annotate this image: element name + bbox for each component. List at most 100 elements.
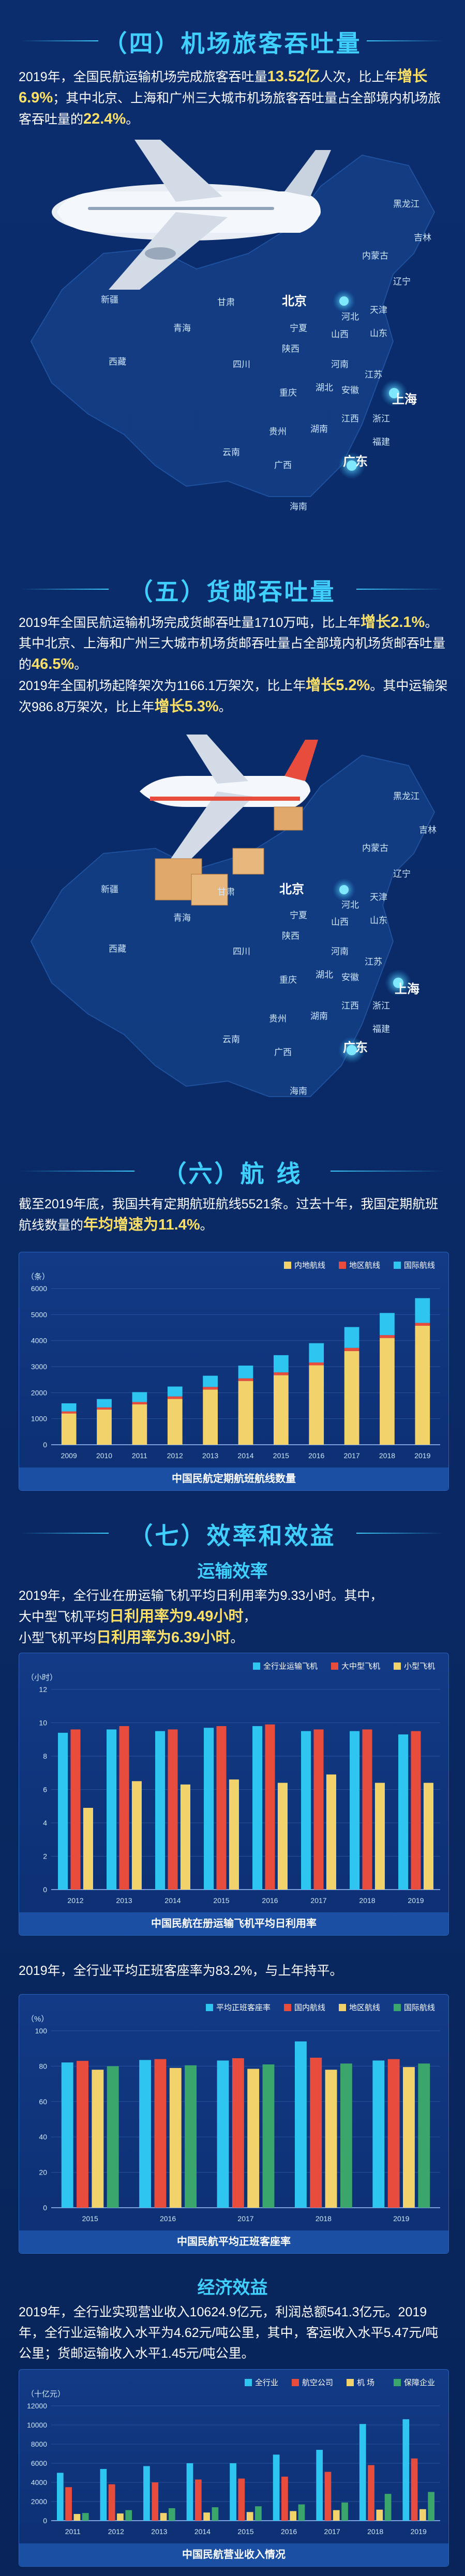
province-label: 天津 — [370, 305, 387, 315]
bar — [83, 1807, 93, 1890]
bar — [415, 1325, 430, 1445]
province-label: 青海 — [173, 323, 191, 333]
province-label: 吉林 — [419, 825, 437, 835]
bar — [294, 2041, 307, 2208]
bar — [97, 1410, 112, 1445]
x-tick-label: 2013 — [151, 2527, 167, 2536]
paragraph-text: 2019年，全行业在册运输飞机平均日利用率为9.33小时。其中， — [19, 1589, 383, 1603]
bar — [216, 1726, 227, 1890]
province-label: 湖北 — [316, 383, 333, 393]
bar — [204, 1728, 214, 1890]
legend-label: 地区航线 — [349, 1261, 380, 1270]
y-tick-label: 40 — [39, 2133, 47, 2141]
title-decoration-left — [21, 1533, 109, 1534]
province-label: 山西 — [331, 917, 349, 927]
bar — [108, 2484, 115, 2521]
x-tick-label: 2017 — [324, 2527, 340, 2536]
province-label: 西藏 — [109, 357, 126, 367]
section-7-paragraph-3: 2019年，全行业实现营业收入10624.9亿元，利润总额541.3亿元。201… — [19, 2302, 448, 2364]
x-tick-label: 2014 — [164, 1896, 181, 1905]
bar — [238, 1381, 253, 1445]
province-label: 广西 — [274, 460, 292, 470]
paragraph-text: 。 — [126, 112, 139, 127]
paragraph-text: 大中型飞机平均 — [19, 1610, 110, 1624]
province-label: 广东 — [343, 1040, 368, 1055]
bar — [107, 2066, 119, 2208]
legend-label: 保障企业 — [404, 2378, 435, 2387]
legend-label: 全行业运输飞机 — [263, 1661, 318, 1671]
bar — [387, 2059, 400, 2208]
province-label: 海南 — [290, 1086, 307, 1096]
bar — [238, 1365, 253, 1379]
legend-swatch — [284, 1262, 291, 1269]
bar — [398, 1734, 409, 1890]
bar — [92, 2070, 104, 2208]
province-label: 海南 — [290, 502, 307, 512]
bar — [238, 1378, 253, 1381]
y-tick-label: 0 — [43, 1885, 47, 1894]
bar — [203, 2512, 210, 2521]
x-tick-label: 2014 — [194, 2527, 211, 2536]
chart-utilization-caption: 中国民航在册运输飞机平均日利用率 — [19, 1912, 448, 1935]
highlight-text: 22.4% — [83, 111, 126, 127]
province-label: 重庆 — [279, 388, 297, 398]
y-tick-label: 8 — [43, 1752, 47, 1760]
bar — [359, 2424, 366, 2521]
bar — [61, 2062, 73, 2208]
city-markers — [333, 290, 408, 479]
y-tick-label: 0 — [43, 2204, 47, 2212]
bar — [169, 2068, 182, 2208]
x-tick-label: 2018 — [367, 2527, 383, 2536]
legend-swatch — [206, 2004, 213, 2011]
legend-label: 小型飞机 — [404, 1662, 435, 1671]
bar — [325, 2070, 337, 2208]
chart-routes: （条） 0 1000 2000 3000 4000 5000 6000 国际航线 地区航线 内地航线… — [19, 1252, 449, 1491]
paragraph-text: 2019年，全行业实现营业收入10624.9亿元，利润总额541.3亿元。201… — [19, 2305, 439, 2361]
province-label: 内蒙古 — [362, 251, 388, 261]
province-label: 云南 — [222, 447, 240, 457]
paragraph-text: 2019年，全行业平均正班客座率为83.2%，与上年持平。 — [19, 1964, 343, 1978]
province-label: 江苏 — [365, 370, 382, 380]
legend-swatch — [394, 1663, 401, 1670]
province-label: 江西 — [341, 414, 359, 424]
bar — [58, 1732, 68, 1890]
bar — [350, 1731, 360, 1890]
x-tick-label: 2011 — [132, 1451, 147, 1460]
section-5-title: （五）货邮吞吐量 — [129, 578, 336, 606]
bar — [341, 2502, 348, 2521]
bar — [326, 1774, 336, 1890]
legend-swatch — [394, 1262, 401, 1269]
paragraph-text: 2019年，全国民航运输机场完成旅客吞吐量 — [19, 70, 267, 84]
bar — [423, 1783, 433, 1890]
bar — [374, 1783, 385, 1890]
bar — [119, 1726, 129, 1890]
x-tick-label: 2019 — [411, 2527, 427, 2536]
x-tick-label: 2012 — [67, 1896, 83, 1905]
paragraph-text: 2019年全国民航运输机场完成货邮吞吐量1710万吨，比上年 — [19, 616, 361, 630]
paragraph-text: 。其中运输架次986.8万架次，比上年 — [19, 679, 448, 714]
bar — [418, 2063, 430, 2208]
y-axis-label: （%） — [26, 2015, 49, 2024]
province-label: 云南 — [222, 1035, 240, 1044]
bar — [186, 2463, 193, 2521]
province-label: 北京 — [279, 882, 304, 896]
province-label: 湖南 — [310, 1011, 328, 1021]
bar — [309, 1362, 324, 1366]
province-label: 北京 — [282, 294, 307, 308]
title-decoration-right — [367, 40, 444, 41]
x-tick-label: 2015 — [82, 2214, 98, 2223]
bar — [344, 1351, 359, 1445]
chart-revenue: （十亿元） 0 2000 4000 6000 8000 10000 12000 保障企业 机 场 航… — [19, 2369, 449, 2567]
chart-revenue-caption: 中国民航营业收入情况 — [19, 2543, 448, 2566]
highlight-text: 13.52亿 — [267, 68, 320, 85]
bar — [132, 1404, 147, 1445]
province-label: 湖南 — [310, 424, 328, 434]
x-tick-label: 2017 — [237, 2214, 253, 2223]
highlight-text: 日利用率为9.49小时 — [109, 1608, 244, 1625]
province-label: 河南 — [331, 360, 349, 369]
bar — [229, 1779, 239, 1890]
x-tick-label: 2016 — [281, 2527, 297, 2536]
